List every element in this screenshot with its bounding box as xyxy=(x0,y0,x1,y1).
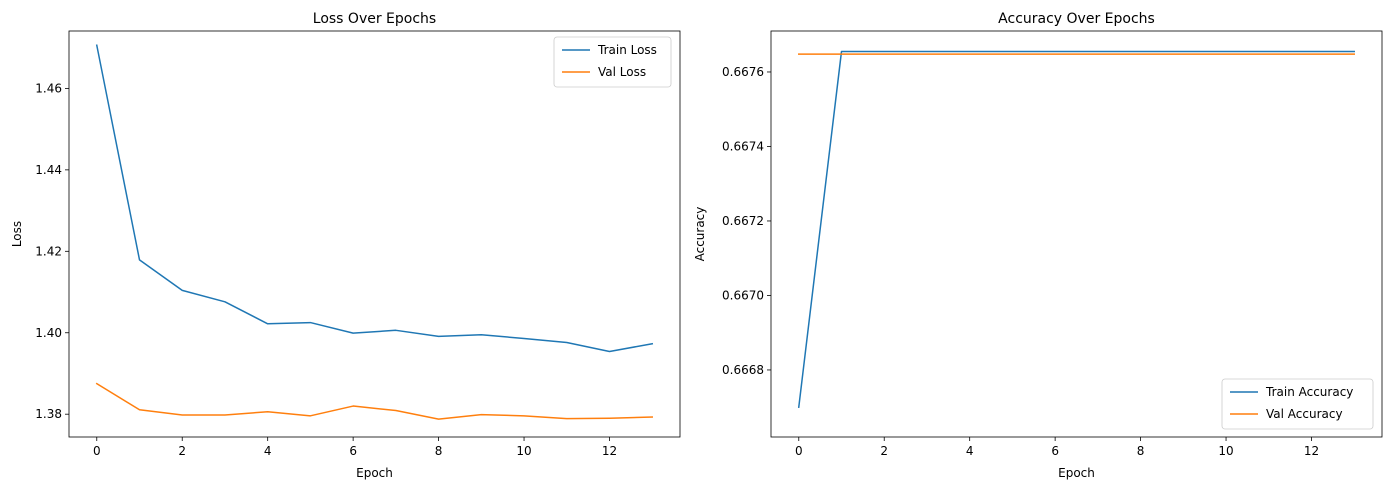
legend-label: Train Accuracy xyxy=(1265,385,1353,399)
chart-title: Accuracy Over Epochs xyxy=(998,11,1155,27)
x-tick-label: 10 xyxy=(516,444,531,458)
y-tick-label: 0.6668 xyxy=(722,363,764,377)
legend-box xyxy=(1221,378,1374,430)
series-line-val-loss xyxy=(95,382,654,420)
x-tick-label: 0 xyxy=(795,444,803,458)
x-tick-label: 12 xyxy=(1304,444,1319,458)
x-tick-label: 2 xyxy=(880,444,888,458)
y-tick-label: 1.42 xyxy=(35,244,62,258)
axes-frame xyxy=(770,30,1383,438)
y-tick-label: 0.6670 xyxy=(722,288,764,302)
series-line-train-accuracy xyxy=(797,50,1355,409)
y-tick-label: 0.6674 xyxy=(722,139,764,153)
x-tick-label: 12 xyxy=(602,444,617,458)
legend: Train Accuracy Val Accuracy xyxy=(1221,378,1374,430)
x-tick-label: 6 xyxy=(349,444,357,458)
legend-label: Train Loss xyxy=(597,43,657,57)
x-tick-label: 4 xyxy=(966,444,974,458)
chart-panel-2: Accuracy Over Epochs 0 2 4 6 8 10 12 0.6668 0.667… xyxy=(693,11,1383,480)
y-tick-label: 0.6672 xyxy=(722,214,764,228)
y-axis-label: Loss xyxy=(10,221,24,247)
x-tick-label: 8 xyxy=(1137,444,1145,458)
x-axis-label: Epoch xyxy=(1058,466,1095,480)
chart-title: Loss Over Epochs xyxy=(313,11,436,27)
y-axis-label: Accuracy xyxy=(693,207,707,262)
y-tick-label: 1.40 xyxy=(35,326,62,340)
x-tick-label: 4 xyxy=(264,444,272,458)
x-tick-label: 8 xyxy=(435,444,443,458)
series-line-train-loss xyxy=(95,44,654,353)
x-tick-label: 0 xyxy=(93,444,101,458)
y-tick-label: 1.46 xyxy=(35,81,62,95)
x-axis-label: Epoch xyxy=(356,466,393,480)
y-tick-label: 1.44 xyxy=(35,163,62,177)
x-tick-label: 2 xyxy=(178,444,186,458)
x-tick-label: 10 xyxy=(1218,444,1233,458)
y-tick-label: 1.38 xyxy=(35,407,62,421)
x-tick-label: 6 xyxy=(1051,444,1059,458)
chart-panel-1: Loss Over Epochs 0 2 4 6 8 10 12 1.38 1.40 1.42 1.4… xyxy=(10,11,681,480)
axes-frame xyxy=(68,30,681,438)
legend: Train Loss Val Loss xyxy=(553,36,672,88)
y-tick-label: 0.6676 xyxy=(722,65,764,79)
legend-label: Val Accuracy xyxy=(1266,407,1343,421)
legend-label: Val Loss xyxy=(598,65,646,79)
